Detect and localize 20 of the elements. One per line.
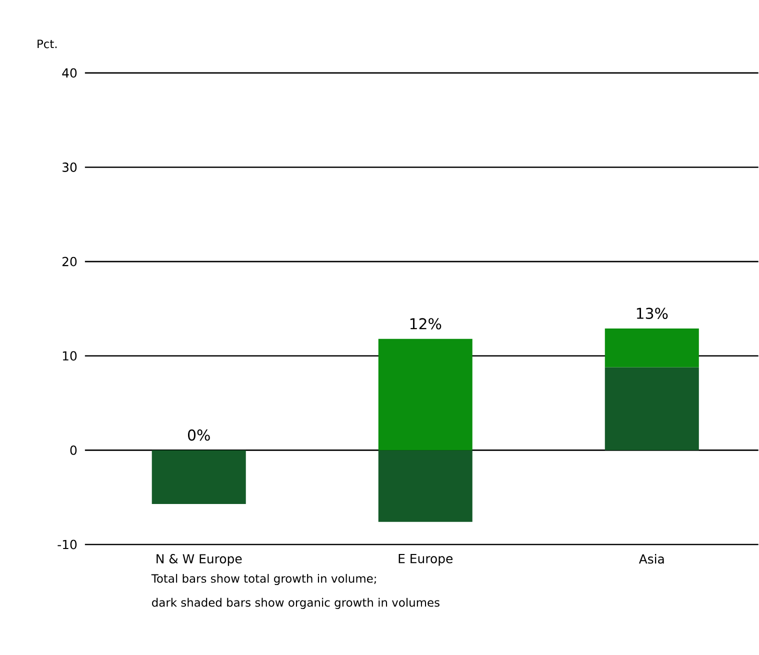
annotation: 0%: [188, 429, 210, 440]
bar: [604, 328, 699, 367]
y-tick-label: 40: [62, 68, 77, 78]
y-axis-title: Pct.: [38, 40, 57, 48]
y-tick-label: 20: [62, 256, 77, 266]
bar: [604, 366, 699, 450]
y-tick-label: 30: [62, 162, 77, 172]
x-tick-label: Asia: [638, 554, 664, 564]
y-tick-label: -10: [58, 540, 77, 550]
bar: [152, 450, 246, 504]
annotation: 12%: [410, 318, 442, 330]
x-tick-label: N & W Europe: [156, 554, 242, 566]
x-tick-label: E Europe: [398, 554, 453, 566]
y-tick-label: 0: [70, 445, 77, 455]
bar: [378, 450, 472, 522]
y-tick-label: 10: [62, 350, 77, 360]
text: dark shaded bars show organic growth in volumes: [152, 598, 440, 609]
text: Total bars show total growth in volume;: [151, 574, 376, 585]
bar: [378, 338, 472, 450]
annotation: 13%: [636, 308, 668, 319]
